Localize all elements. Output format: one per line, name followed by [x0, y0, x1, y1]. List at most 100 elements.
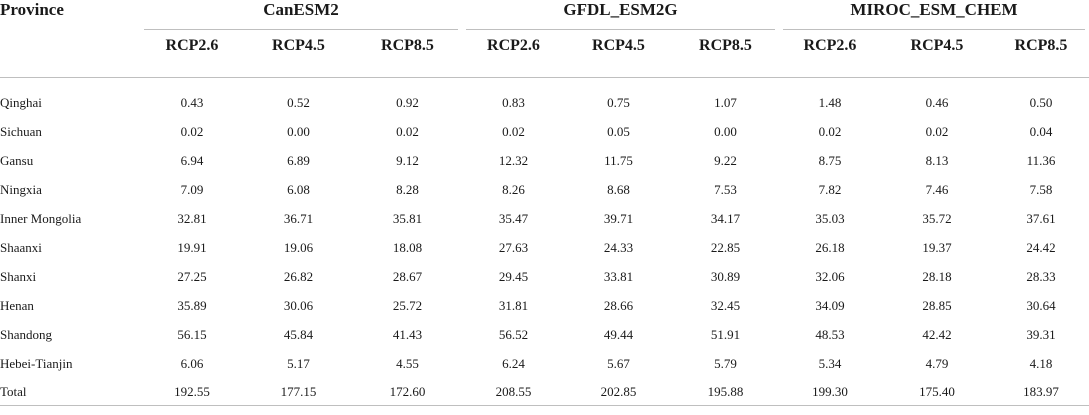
value-cell: 27.25 — [177, 268, 207, 284]
table-body: Qinghai 0.43 0.52 0.92 0.83 0.75 1.07 1.48 0.46 0… — [0, 88, 1089, 406]
value-cell: 56.52 — [498, 326, 529, 342]
province-cell: Shaanxi — [0, 239, 42, 255]
value-cell: 9.22 — [714, 152, 737, 168]
value-cell: 0.02 — [396, 123, 419, 139]
value-cell: 9.12 — [396, 152, 419, 168]
province-cell: Hebei-Tianjin — [0, 355, 73, 371]
province-cell: Inner Mongolia — [0, 210, 82, 226]
value-cell: 26.18 — [815, 239, 845, 255]
empty-header-cell — [0, 37, 140, 78]
value-cell: 49.44 — [603, 326, 634, 342]
value-cell: 42.42 — [922, 326, 952, 342]
table-row: Shandong 56.15 45.84 41.43 56.52 49.44 51.91 48… — [0, 320, 1089, 349]
value-cell: 24.42 — [1026, 239, 1056, 255]
value-cell: 202.85 — [565, 378, 672, 406]
value-cell: 41.43 — [392, 326, 423, 342]
table-row: Henan 35.89 30.06 25.72 31.81 28.66 32.45 34.09… — [0, 291, 1089, 320]
data-table: Province CanESM2 GFDL_ESM2G MIROC_ESM_CH… — [0, 0, 1089, 406]
value-cell: 8.13 — [925, 152, 949, 168]
value-cell: 56.15 — [177, 326, 207, 342]
province-cell: Ningxia — [0, 181, 42, 197]
value-cell: 28.85 — [922, 297, 952, 313]
value-cell: 45.84 — [283, 326, 314, 342]
table-row: Shanxi 27.25 26.82 28.67 29.45 33.81 30.89 32.0… — [0, 262, 1089, 291]
value-cell: 37.61 — [1026, 210, 1056, 226]
value-cell: 33.81 — [603, 268, 634, 284]
value-cell: 35.47 — [498, 210, 529, 226]
value-cell: 39.71 — [603, 210, 634, 226]
value-cell: 172.60 — [353, 378, 462, 406]
value-cell: 5.34 — [818, 355, 842, 371]
value-cell: 6.06 — [180, 355, 204, 371]
value-cell: 12.32 — [498, 152, 529, 168]
value-cell: 28.66 — [603, 297, 634, 313]
table-row: Sichuan 0.02 0.00 0.02 0.02 0.05 0.00 0.02 0.02 0… — [0, 117, 1089, 146]
value-cell: 5.17 — [287, 355, 310, 371]
province-cell: Qinghai — [0, 94, 42, 110]
value-cell: 19.06 — [283, 239, 314, 255]
table-row: Qinghai 0.43 0.52 0.92 0.83 0.75 1.07 1.48 0.46 0… — [0, 88, 1089, 117]
table-row: Gansu 6.94 6.89 9.12 12.32 11.75 9.22 8.75 8.13 1… — [0, 146, 1089, 175]
value-cell: 0.04 — [1029, 123, 1053, 139]
value-cell: 0.02 — [818, 123, 842, 139]
value-cell: 32.45 — [710, 297, 741, 313]
value-cell: 4.55 — [396, 355, 419, 371]
value-cell: 0.75 — [607, 94, 630, 110]
value-cell: 28.67 — [392, 268, 423, 284]
value-cell: 7.09 — [180, 181, 204, 197]
province-cell: Shanxi — [0, 268, 37, 284]
value-cell: 192.55 — [140, 378, 244, 406]
value-cell: 0.50 — [1029, 94, 1053, 110]
province-cell: Henan — [0, 297, 34, 313]
table-row: Ningxia 7.09 6.08 8.28 8.26 8.68 7.53 7.82 7.46 7… — [0, 175, 1089, 204]
value-cell: 0.52 — [287, 94, 310, 110]
value-cell: 0.43 — [180, 94, 204, 110]
value-cell: 25.72 — [392, 297, 423, 313]
value-cell: 183.97 — [993, 378, 1089, 406]
value-cell: 208.55 — [462, 378, 565, 406]
value-cell: 0.00 — [714, 123, 737, 139]
scenario-header: RCP4.5 — [272, 37, 325, 54]
value-cell: 39.31 — [1026, 326, 1056, 342]
value-cell: 32.06 — [815, 268, 845, 284]
value-cell: 34.09 — [815, 297, 845, 313]
value-cell: 35.03 — [815, 210, 845, 226]
value-cell: 4.79 — [925, 355, 949, 371]
table-row: Inner Mongolia 32.81 36.71 35.81 35.47 39.71 3… — [0, 204, 1089, 233]
value-cell: 0.02 — [502, 123, 525, 139]
value-cell: 7.58 — [1029, 181, 1053, 197]
value-cell: 24.33 — [603, 239, 634, 255]
province-cell: Total — [0, 378, 140, 406]
value-cell: 0.83 — [502, 94, 525, 110]
value-cell: 30.89 — [710, 268, 741, 284]
province-cell: Gansu — [0, 152, 34, 168]
value-cell: 7.82 — [818, 181, 842, 197]
value-cell: 1.48 — [818, 94, 842, 110]
scenario-header: RCP8.5 — [1014, 37, 1068, 54]
value-cell: 0.05 — [607, 123, 630, 139]
value-cell: 177.15 — [244, 378, 353, 406]
table-row: Total 192.55 177.15 172.60 208.55 202.85 195.8… — [0, 378, 1089, 406]
value-cell: 6.24 — [502, 355, 525, 371]
value-cell: 31.81 — [498, 297, 529, 313]
value-cell: 4.18 — [1029, 355, 1053, 371]
value-cell: 175.40 — [881, 378, 993, 406]
scenario-header: RCP4.5 — [592, 37, 645, 54]
province-header: Province — [0, 0, 64, 19]
value-cell: 0.00 — [287, 123, 310, 139]
province-cell: Shandong — [0, 326, 52, 342]
value-cell: 51.91 — [710, 326, 741, 342]
value-cell: 1.07 — [714, 94, 737, 110]
value-cell: 11.36 — [1026, 152, 1056, 168]
value-cell: 0.02 — [925, 123, 949, 139]
value-cell: 30.64 — [1026, 297, 1056, 313]
value-cell: 6.94 — [180, 152, 204, 168]
value-cell: 8.75 — [818, 152, 842, 168]
table-row: Shaanxi 19.91 19.06 18.08 27.63 24.33 22.85 26.… — [0, 233, 1089, 262]
value-cell: 29.45 — [498, 268, 529, 284]
value-cell: 19.37 — [922, 239, 952, 255]
value-cell: 19.91 — [177, 239, 207, 255]
value-cell: 5.67 — [607, 355, 630, 371]
scenario-header: RCP8.5 — [699, 37, 752, 54]
value-cell: 26.82 — [283, 268, 314, 284]
